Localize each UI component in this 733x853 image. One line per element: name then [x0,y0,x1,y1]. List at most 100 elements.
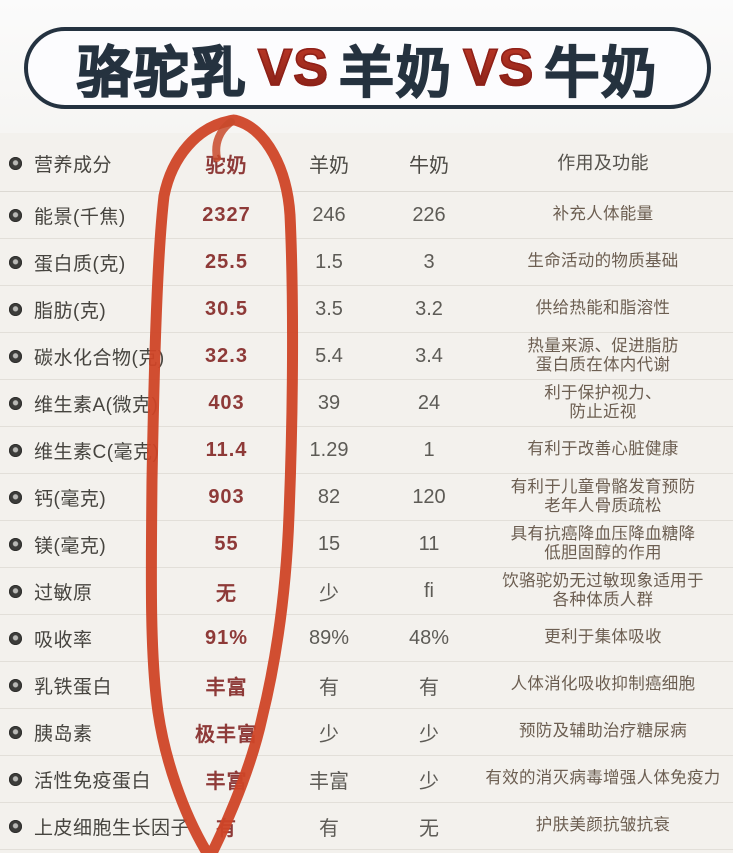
goat-milk-value: 少 [319,723,339,746]
bullet-icon [9,678,22,692]
effect-text: 饮骆驼奶无过敏现象适用于 各种体质人群 [502,571,704,609]
goat-milk-value: 少 [319,582,339,605]
row-label: 胰岛素 [34,723,93,745]
table-row: 活性免疫蛋白 丰富 丰富 少 有效的消灭病毒增强人体免疫力 [0,756,733,803]
cow-milk-value: 48% [408,626,450,649]
effect-text: 预防及辅助治疗糖尿病 [519,722,687,741]
table-row: 能景(千焦) 2327 246 226 补充人体能量 [0,192,733,239]
camel-milk-value: 2327 [202,203,251,226]
table-row: 维生素A(微克) 403 39 24 利于保护视力、 防止近视 [0,380,733,427]
table-body: 能景(千焦) 2327 246 226 补充人体能量 蛋白质(克) 25.5 1… [0,192,733,850]
effect-text: 更利于集体吸收 [544,628,662,647]
row-label: 乳铁蛋白 [34,676,113,698]
header-nutrient: 营养成分 [34,155,113,176]
cow-milk-value: 3.4 [415,344,443,367]
goat-milk-value: 有 [319,676,339,699]
goat-milk-value: 3.5 [315,297,343,320]
bullet-icon [9,302,22,316]
cow-milk-value: 3 [423,250,435,273]
table-row: 胰岛素 极丰富 少 少 预防及辅助治疗糖尿病 [0,709,733,756]
cow-milk-value: 3.2 [415,297,443,320]
row-label: 活性免疫蛋白 [34,770,152,792]
goat-milk-value: 丰富 [309,770,349,793]
effect-text: 补充人体能量 [552,205,654,224]
row-label: 蛋白质(克) [34,253,126,275]
effect-text: 生命活动的物质基础 [527,252,679,271]
goat-milk-value: 246 [312,203,346,226]
row-label: 钙(毫克) [34,488,107,510]
bullet-icon [9,631,22,645]
cow-milk-value: 11 [418,532,440,555]
row-label: 维生素C(毫克) [34,441,160,463]
table-row: 蛋白质(克) 25.5 1.5 3 生命活动的物质基础 [0,239,733,286]
title-vs-1: VS [257,38,329,98]
bullet-icon [9,490,22,504]
effect-text: 利于保护视力、 防止近视 [544,383,662,421]
effect-text: 供给热能和脂溶性 [535,299,671,318]
row-label: 上皮细胞生长因子 [34,817,191,839]
camel-milk-value: 11.4 [205,438,248,461]
bullet-icon [9,772,22,786]
row-label: 镁(毫克) [34,535,107,557]
header-effect: 作用及功能 [557,152,649,173]
header-cow-milk: 牛奶 [409,155,449,177]
effect-text: 有利于改善心脏健康 [527,440,679,459]
table-row: 碳水化合物(克) 32.3 5.4 3.4 热量来源、促进脂肪 蛋白质在体内代谢 [0,333,733,380]
effect-text: 热量来源、促进脂肪 蛋白质在体内代谢 [527,336,679,374]
bullet-icon [9,537,22,551]
bullet-icon [9,157,22,170]
table-row: 过敏原 无 少 fi 饮骆驼奶无过敏现象适用于 各种体质人群 [0,568,733,615]
table-row: 乳铁蛋白 丰富 有 有 人体消化吸收抑制癌细胞 [0,662,733,709]
camel-milk-value: 903 [208,485,245,508]
title-goat-milk: 羊奶 [338,41,453,105]
goat-milk-value: 82 [317,485,341,508]
row-label: 吸收率 [34,629,93,651]
table-header-row: 营养成分 驼奶 羊奶 牛奶 作用及功能 [0,136,733,192]
table-row: 脂肪(克) 30.5 3.5 3.2 供给热能和脂溶性 [0,286,733,333]
goat-milk-value: 1.5 [315,250,343,273]
camel-milk-value: 30.5 [205,297,248,320]
cow-milk-value: 少 [419,770,439,793]
cow-milk-value: 1 [423,438,435,461]
camel-milk-value: 无 [216,582,237,605]
goat-milk-value: 15 [317,532,341,555]
camel-milk-value: 55 [214,532,239,555]
cow-milk-value: 有 [419,676,439,699]
bullet-icon [9,396,22,410]
camel-milk-value: 91% [204,626,249,649]
bullet-icon [9,443,22,457]
effect-text: 有利于儿童骨骼发育预防 老年人骨质疏松 [510,477,696,515]
effect-text: 具有抗癌降血压降血糖降 低胆固醇的作用 [510,524,696,562]
table-row: 镁(毫克) 55 15 11 具有抗癌降血压降血糖降 低胆固醇的作用 [0,521,733,568]
bullet-icon [9,255,22,269]
row-label: 能景(千焦) [34,206,126,228]
cow-milk-value: 24 [417,391,441,414]
camel-milk-value: 403 [208,391,245,414]
camel-milk-value: 丰富 [205,676,248,699]
title-cow-milk: 牛奶 [544,41,659,105]
table-row: 上皮细胞生长因子 有 有 无 护肤美颜抗皱抗衰 [0,803,733,850]
goat-milk-value: 1.29 [309,438,349,461]
bullet-icon [9,349,22,363]
camel-milk-value: 25.5 [205,250,248,273]
goat-milk-value: 5.4 [315,344,343,367]
title-camel-milk: 骆驼乳 [76,41,248,105]
row-label: 脂肪(克) [34,300,107,322]
effect-text: 人体消化吸收抑制癌细胞 [510,675,696,694]
effect-text: 护肤美颜抗皱抗衰 [535,816,671,835]
cow-milk-value: fi [424,579,434,602]
title-vs-2: VS [462,38,535,98]
bullet-icon [9,584,22,598]
bullet-icon [9,208,22,222]
page-title: 骆驼乳 VS 羊奶 VS 牛奶 [24,27,711,109]
comparison-table: 营养成分 驼奶 羊奶 牛奶 作用及功能 能景(千焦) 2327 246 226 … [0,136,733,850]
goat-milk-value: 有 [319,817,339,840]
header-camel-milk: 驼奶 [205,155,248,177]
cow-milk-value: 226 [412,203,446,226]
goat-milk-value: 39 [317,391,341,414]
camel-milk-value: 有 [216,817,237,840]
row-label: 碳水化合物(克) [34,347,165,369]
camel-milk-value: 32.3 [205,344,248,367]
goat-milk-value: 89% [308,626,350,649]
camel-milk-value: 丰富 [205,770,248,793]
